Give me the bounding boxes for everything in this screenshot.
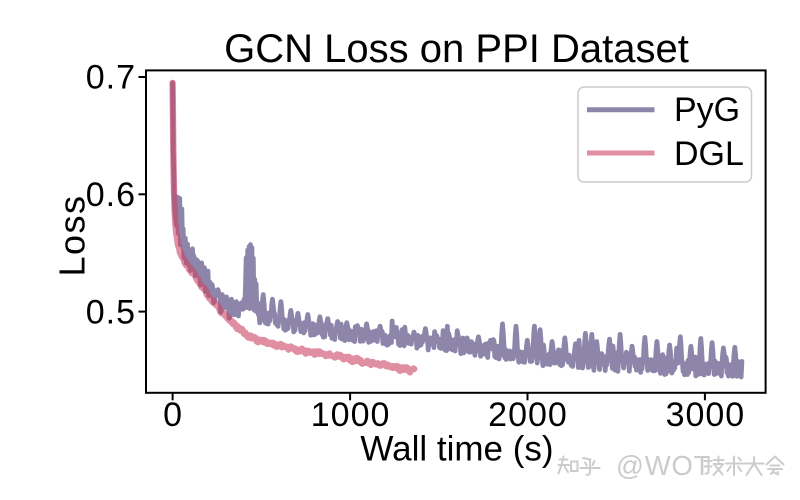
svg-text:Loss: Loss <box>52 194 93 276</box>
svg-text:0.5: 0.5 <box>86 293 136 331</box>
svg-text:Wall time (s): Wall time (s) <box>360 430 553 469</box>
svg-text:0.6: 0.6 <box>86 176 136 214</box>
svg-text:3000: 3000 <box>666 396 746 434</box>
svg-text:2000: 2000 <box>488 396 568 434</box>
svg-text:@WOT: @WOT <box>616 450 711 481</box>
svg-text:1000: 1000 <box>311 396 391 434</box>
svg-text:@WOT: @WOT <box>618 452 713 483</box>
svg-text:PyG: PyG <box>674 91 740 129</box>
svg-text:0.7: 0.7 <box>86 59 136 97</box>
svg-text:0: 0 <box>163 396 183 434</box>
svg-text:GCN Loss on PPI Dataset: GCN Loss on PPI Dataset <box>224 27 689 71</box>
svg-text:DGL: DGL <box>674 135 744 173</box>
